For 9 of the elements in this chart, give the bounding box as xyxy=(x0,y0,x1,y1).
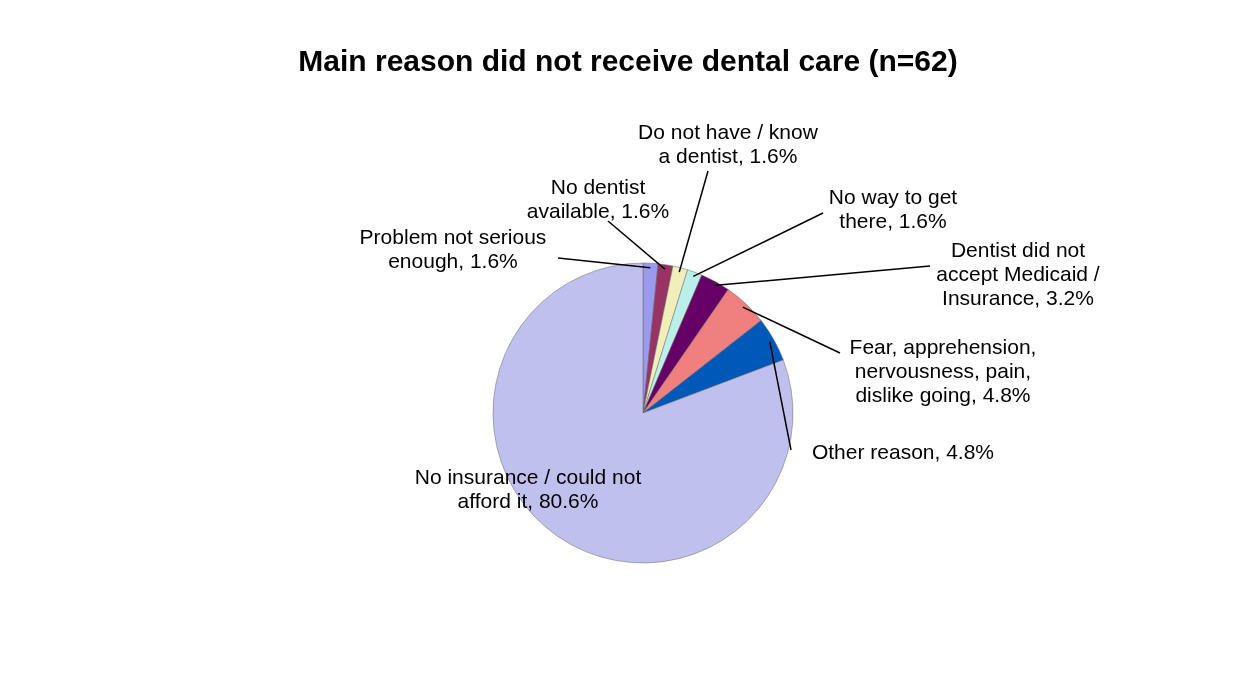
chart-title: Main reason did not receive dental care (n=62) xyxy=(297,44,959,78)
slice-label: No dentist available, 1.6% xyxy=(526,175,670,223)
slice-label: No way to get there, 1.6% xyxy=(828,185,958,233)
slice-label: Dentist did not accept Medicaid / Insurance, 3.2% xyxy=(936,238,1100,310)
slice-label: Problem not serious enough, 1.6% xyxy=(359,225,547,273)
slice-label: No insurance / could not afford it, 80.6% xyxy=(414,465,642,513)
slice-label: Fear, apprehension, nervousness, pain, dislike going, 4.8% xyxy=(849,335,1037,407)
slice-label: Do not have / know a dentist, 1.6% xyxy=(638,120,819,168)
slice-label: Other reason, 4.8% xyxy=(811,440,995,463)
